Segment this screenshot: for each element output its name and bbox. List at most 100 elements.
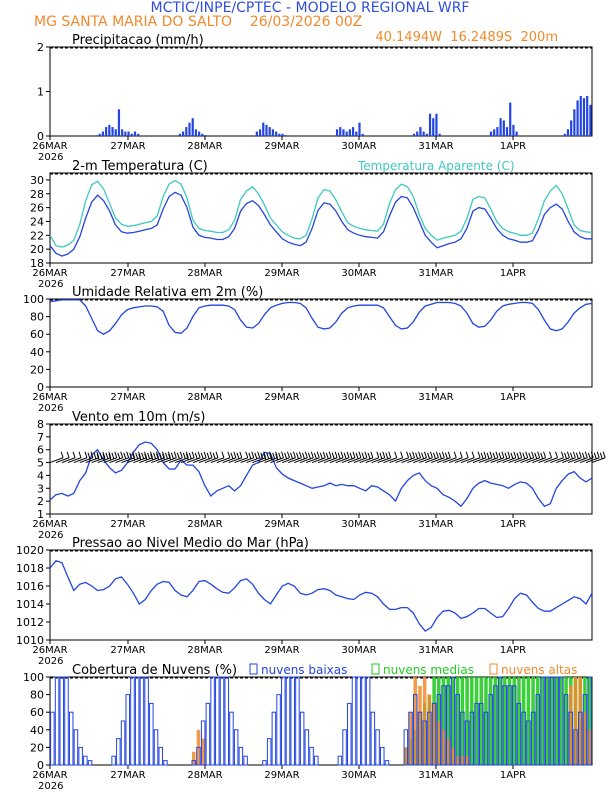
wind-barb-feather bbox=[501, 451, 505, 458]
precip-ytick-label: 2 bbox=[37, 41, 44, 54]
precip-bar bbox=[105, 127, 108, 136]
cloud-bar-baixas bbox=[233, 729, 239, 766]
precip-bar bbox=[563, 133, 566, 136]
temp-xtick-label: 31MAR bbox=[418, 268, 453, 279]
wind-barb-feather bbox=[465, 451, 469, 458]
wind-barb bbox=[573, 457, 588, 464]
cloud-bar-baixas bbox=[478, 702, 484, 766]
pressure-xtick-label: 26MAR bbox=[32, 645, 67, 656]
wind-barb-feather bbox=[108, 453, 112, 461]
wind-barb-feather bbox=[307, 452, 311, 459]
precip-bar bbox=[181, 131, 185, 136]
precip-bar bbox=[198, 131, 201, 136]
cloud-bar-altas bbox=[437, 721, 441, 765]
cloud-bar-baixas bbox=[507, 685, 512, 766]
cloud-bar-medias bbox=[474, 677, 479, 765]
rh-xtick-label: 28MAR bbox=[187, 392, 222, 403]
cloud-bar-baixas bbox=[144, 676, 149, 766]
rh-frame bbox=[49, 298, 593, 388]
wind-barb bbox=[317, 457, 332, 464]
wind-barb bbox=[538, 457, 552, 464]
wind-ytick-label: 4 bbox=[37, 469, 44, 482]
wind-barb-feather bbox=[296, 452, 299, 459]
cloud-bar-baixas bbox=[295, 676, 300, 766]
wind-barb-feather bbox=[93, 452, 97, 459]
wind-xtick-label: 31MAR bbox=[418, 519, 453, 530]
wind-barb-feather bbox=[441, 451, 445, 458]
wind-barb-feather bbox=[96, 451, 100, 458]
wind-barb bbox=[305, 457, 320, 464]
wind-barb-feather bbox=[534, 452, 538, 459]
cloud-bar-baixas bbox=[130, 676, 135, 766]
cloud-legend-swatch bbox=[249, 663, 258, 675]
wind-barb-feather bbox=[126, 451, 130, 458]
wind-barb bbox=[514, 457, 528, 464]
wind-barb bbox=[151, 457, 165, 464]
precip-bar bbox=[255, 131, 258, 136]
cloud-bar-altas bbox=[404, 747, 408, 765]
wind-barb-feather bbox=[197, 451, 201, 458]
wind-barb-feather bbox=[135, 452, 139, 459]
rh-xtick-label: 1APR bbox=[500, 392, 526, 403]
precip-bar bbox=[489, 131, 493, 136]
wind-barb bbox=[294, 457, 308, 464]
cloud-bar-baixas bbox=[342, 729, 347, 766]
wind-barb-feather bbox=[191, 451, 195, 458]
cloud-bar-baixas bbox=[290, 676, 295, 766]
precip-bar bbox=[425, 133, 428, 136]
wind-barb-feather bbox=[364, 451, 368, 458]
cloud-bar-medias bbox=[455, 677, 460, 765]
wind-barb bbox=[401, 457, 415, 464]
precip-bar bbox=[589, 104, 592, 136]
rh-xtick-label: 26MAR bbox=[32, 392, 67, 403]
wind-barb-feather bbox=[114, 451, 118, 458]
cloud-bar-baixas bbox=[210, 676, 215, 766]
cloud-bar-altas bbox=[427, 694, 432, 765]
precip-bar bbox=[127, 131, 130, 136]
pressure-xtick-label: 29MAR bbox=[264, 645, 299, 656]
wind-barb-feather bbox=[581, 452, 585, 459]
temp-xtick-label: 26MAR bbox=[32, 268, 67, 279]
temp-legend: Temperatura Aparente (C) bbox=[357, 159, 515, 173]
temp-frame bbox=[49, 172, 593, 264]
wind-barb-feather bbox=[570, 452, 573, 459]
cloud-bar-baixas bbox=[266, 738, 272, 766]
wind-barb bbox=[371, 457, 385, 464]
wind-barb bbox=[157, 457, 171, 464]
cloud-bar-medias bbox=[540, 677, 545, 765]
wind-barb-feather bbox=[194, 452, 198, 459]
cloud-bar-medias bbox=[470, 677, 474, 765]
cloud-bar-baixas bbox=[516, 702, 522, 766]
wind-barb-feather bbox=[292, 451, 296, 458]
pressure-ytick-label: 1012 bbox=[16, 616, 44, 629]
wind-line-vento bbox=[49, 441, 593, 508]
wind-barb bbox=[67, 457, 82, 464]
wind-barb-feather bbox=[495, 451, 499, 458]
cloud-bar-altas bbox=[201, 738, 205, 765]
wind-barb-feather bbox=[427, 452, 431, 459]
cloud-bar-altas bbox=[583, 712, 587, 765]
cloud-bar-baixas bbox=[314, 755, 319, 766]
wind-barb-feather bbox=[429, 451, 433, 458]
cloud-bar-baixas bbox=[413, 694, 418, 766]
wind-barb-feather bbox=[182, 452, 186, 459]
precip-bar bbox=[95, 135, 98, 136]
wind-barb bbox=[532, 457, 546, 464]
wind-barb bbox=[61, 457, 76, 464]
rh-panel: 0 20 40 60 80 100 26MAR 27MAR 28MAR 29MAR 30MAR 31M… bbox=[23, 285, 593, 414]
wind-barb-feather bbox=[313, 452, 317, 459]
wind-barb-feather bbox=[206, 452, 210, 459]
wind-barb-feather bbox=[290, 452, 294, 459]
cloud-legend-swatch bbox=[489, 663, 498, 675]
wind-barb bbox=[353, 457, 368, 464]
wind-barb bbox=[180, 457, 195, 464]
clouds-xtick-label: 27MAR bbox=[110, 770, 145, 781]
wind-barb bbox=[49, 457, 64, 464]
temp-ytick-label: 28 bbox=[30, 188, 44, 201]
wind-barb bbox=[544, 457, 558, 464]
cloud-bar-altas bbox=[569, 685, 573, 765]
wind-barb-feather bbox=[489, 451, 493, 458]
pressure-xtick-label: 30MAR bbox=[341, 645, 376, 656]
cloud-bar-baixas bbox=[450, 676, 456, 766]
